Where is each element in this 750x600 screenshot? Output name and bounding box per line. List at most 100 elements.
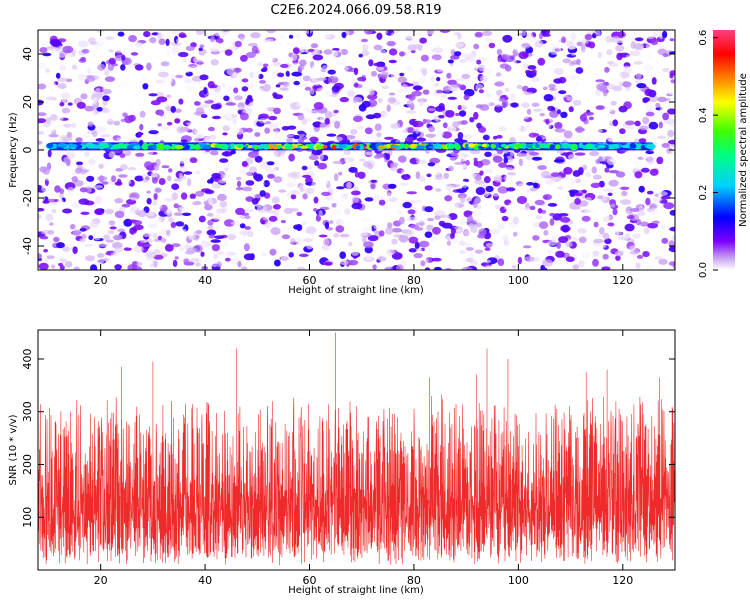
spectrogram-cell	[518, 158, 524, 167]
spectrogram-cell	[72, 246, 78, 254]
spectrogram-cell	[497, 249, 509, 258]
spectrogram-cell	[324, 34, 336, 40]
signal-band-cell	[253, 144, 258, 150]
spectrogram-cell	[51, 209, 57, 214]
spectrogram-cell	[113, 120, 121, 126]
spectrogram-cell	[383, 30, 388, 35]
spectrogram-cell	[414, 241, 420, 250]
spectrogram-cell	[204, 203, 213, 211]
spectrogram-cell	[338, 171, 343, 176]
spectrogram-cell	[496, 134, 503, 139]
spectrogram-cell	[164, 48, 171, 57]
spectrogram-cell	[247, 230, 254, 238]
spectrogram-cell	[437, 114, 445, 119]
spectrogram-cell	[53, 199, 60, 203]
spectrogram-cell	[388, 48, 398, 56]
spectrogram-cell	[466, 257, 474, 263]
spectrogram-cell	[65, 233, 75, 238]
spectrogram-cell	[240, 54, 248, 62]
spectrogram-cell	[512, 231, 518, 237]
spectrogram-cell	[164, 244, 174, 252]
signal-band-cell	[322, 144, 328, 149]
spectrogram-cell	[227, 233, 237, 241]
spectrogram-cell	[646, 264, 654, 270]
spectrogram-cell	[100, 159, 111, 167]
spectrogram-cell	[97, 63, 106, 71]
spectrogram-cell	[184, 78, 192, 84]
snr-x-ticks: 20 40 60 80 100 120	[94, 330, 633, 587]
spectrogram-cell	[301, 174, 312, 178]
spectrogram-cell	[234, 106, 244, 111]
spectrogram-cell	[506, 187, 516, 192]
spectrogram-cell	[232, 118, 237, 125]
spectrogram-cell	[643, 227, 650, 235]
spectrogram-cell	[126, 244, 132, 249]
spectrogram-cell	[426, 173, 432, 178]
spectrogram-cell	[218, 47, 224, 52]
spectrogram-cell	[424, 206, 434, 213]
spectrogram-cell	[182, 212, 192, 216]
spectrogram-cell	[136, 261, 143, 267]
spectrogram-cell	[667, 163, 675, 169]
spectrogram-cell	[387, 97, 397, 104]
y-tick-label: -20	[21, 189, 34, 207]
spectrogram-cell	[234, 40, 242, 48]
spectrogram-cell	[329, 220, 334, 224]
spectrogram-cell	[278, 189, 287, 193]
spectrogram-cell	[446, 240, 451, 246]
spectrogram-cell	[509, 55, 515, 60]
signal-band-cell	[597, 145, 606, 149]
spectrogram-cell	[414, 153, 420, 161]
spectrogram-cell	[602, 253, 609, 260]
spectrogram-cell	[185, 85, 196, 92]
spectrogram-cell	[339, 177, 343, 185]
spectrogram-cell	[129, 169, 139, 174]
spectrogram-cell	[76, 101, 86, 109]
spectrogram-cell	[189, 157, 198, 163]
spectrogram-cell	[521, 178, 528, 183]
spectrogram-cell	[604, 260, 613, 265]
spectrogram-cell	[414, 183, 422, 188]
spectrogram-cell	[210, 84, 218, 89]
spectrogram-cell	[340, 48, 348, 56]
spectrogram-cell	[383, 205, 389, 210]
spectrogram-cell	[549, 218, 555, 226]
spectrogram-cell	[388, 92, 396, 96]
spectrogram-cell	[378, 199, 386, 206]
spectrogram-cell	[336, 61, 346, 66]
spectrogram-cell	[159, 103, 166, 108]
spectrogram-cell	[158, 178, 166, 185]
spectrogram-cell	[439, 178, 446, 184]
spectrogram-cell	[38, 253, 42, 259]
spectrogram-cell	[297, 113, 305, 121]
spectrogram-cell	[541, 267, 548, 270]
spectrogram-cell	[290, 208, 299, 212]
colorbar-tick-label: 0.4	[698, 107, 709, 123]
spectrogram-cell	[317, 162, 328, 170]
spectrogram-cell	[647, 35, 655, 40]
spectrogram-cell	[146, 197, 152, 205]
spectrogram-cell	[47, 149, 52, 158]
spectrogram-cell	[445, 110, 455, 118]
spectrogram-cell	[89, 220, 99, 228]
spectrogram-cell	[485, 185, 494, 193]
spectrogram-cell	[351, 202, 363, 210]
spectrogram-cell	[461, 73, 471, 80]
spectrogram-cell	[314, 79, 319, 86]
spectrogram-cell	[438, 103, 445, 110]
spectrogram-cell	[549, 110, 559, 118]
spectrogram-cell	[178, 228, 187, 233]
spectrogram-cell	[237, 261, 242, 268]
spectrogram-cell	[155, 217, 162, 225]
spectrogram-cell	[352, 115, 363, 123]
spectrogram-cell	[362, 161, 372, 168]
spectrogram-cell	[285, 137, 294, 143]
spectrogram-cell	[556, 241, 561, 249]
spectrogram-cell	[331, 85, 340, 93]
spectrogram-cell	[662, 67, 670, 73]
spectrogram-cell	[66, 158, 71, 167]
spectrogram-cell	[447, 59, 454, 64]
spectrogram-cell	[98, 243, 109, 247]
spectrogram-cell	[620, 186, 630, 190]
spectrogram-cell	[173, 212, 184, 216]
